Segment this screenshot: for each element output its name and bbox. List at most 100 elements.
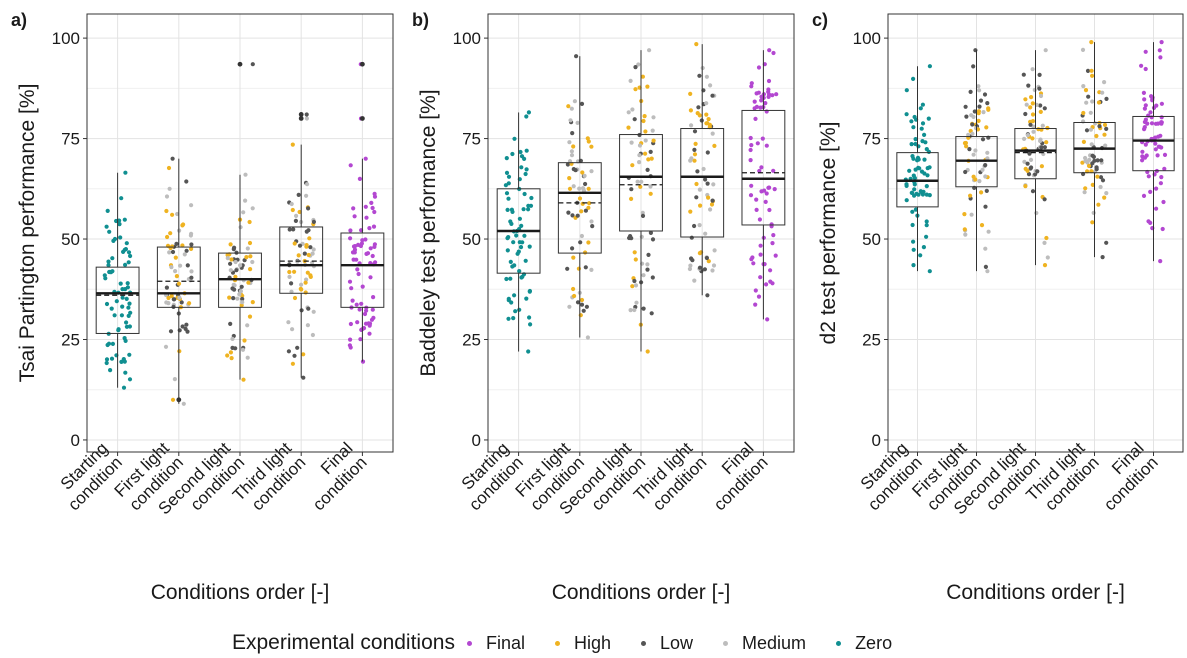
data-point — [126, 250, 132, 255]
data-point — [1026, 83, 1031, 88]
data-point — [1030, 136, 1035, 141]
data-point — [633, 65, 638, 70]
data-point — [981, 110, 986, 115]
data-point — [310, 332, 315, 338]
data-point — [240, 347, 246, 352]
outlier-point — [176, 397, 182, 403]
data-point — [911, 247, 916, 252]
data-point — [575, 213, 580, 218]
data-point — [504, 156, 509, 161]
data-point — [127, 352, 132, 357]
data-point — [964, 114, 969, 119]
data-point — [511, 293, 517, 298]
data-point — [712, 248, 717, 253]
data-point — [229, 356, 234, 361]
data-point — [913, 137, 918, 142]
data-point — [189, 231, 194, 236]
data-point — [972, 109, 977, 114]
y-tick-label: 50 — [462, 230, 481, 249]
data-point — [126, 260, 131, 265]
data-point — [107, 229, 112, 234]
data-point — [348, 163, 353, 168]
data-point — [164, 285, 169, 290]
data-point — [1045, 255, 1050, 260]
data-point — [105, 342, 110, 348]
data-point — [921, 245, 927, 250]
data-point — [1082, 190, 1087, 195]
data-point — [704, 121, 709, 126]
data-point — [237, 292, 242, 297]
data-point — [704, 255, 710, 261]
data-point — [641, 306, 646, 311]
data-point — [580, 186, 586, 191]
data-point — [711, 182, 716, 187]
data-point — [1090, 182, 1095, 187]
data-point — [748, 135, 753, 141]
data-point — [980, 137, 986, 142]
y-tick-label: 0 — [472, 431, 481, 450]
data-point — [904, 198, 909, 203]
data-point — [632, 117, 637, 122]
data-point — [504, 170, 510, 175]
box — [1014, 128, 1057, 180]
data-point — [506, 196, 511, 201]
data-point — [1021, 72, 1026, 77]
data-point — [688, 263, 693, 268]
data-point — [1042, 240, 1047, 245]
data-point — [702, 267, 708, 272]
data-point — [290, 361, 295, 366]
data-point — [753, 288, 758, 293]
data-point — [1156, 144, 1161, 149]
data-point — [767, 207, 772, 213]
data-point — [924, 234, 929, 239]
data-point — [983, 174, 988, 179]
data-point — [915, 158, 920, 163]
data-point — [925, 166, 930, 171]
data-point — [1148, 189, 1153, 194]
data-point — [648, 149, 653, 154]
data-point — [571, 255, 576, 260]
data-point — [637, 143, 643, 148]
data-point — [348, 228, 353, 233]
plot-border — [86, 13, 394, 453]
data-point — [748, 158, 753, 163]
data-point — [508, 259, 513, 264]
data-point — [976, 118, 981, 123]
data-point — [696, 105, 701, 110]
data-point — [518, 245, 524, 250]
data-point — [371, 295, 376, 300]
data-point — [126, 305, 131, 310]
data-point — [694, 195, 699, 200]
data-point — [927, 193, 932, 198]
data-point — [241, 210, 246, 215]
data-point — [366, 321, 371, 326]
y-tick-label: 100 — [453, 29, 481, 48]
box — [557, 162, 602, 254]
data-point — [1155, 121, 1161, 126]
data-point — [1142, 127, 1147, 132]
data-point — [1099, 158, 1104, 163]
outlier-point — [298, 112, 304, 117]
data-point — [524, 148, 529, 153]
data-point — [308, 274, 313, 279]
data-point — [307, 236, 312, 241]
data-point — [1081, 84, 1086, 89]
data-point — [1140, 149, 1145, 154]
data-point — [924, 219, 929, 224]
data-point — [1139, 63, 1144, 68]
data-point — [229, 257, 234, 262]
data-point — [232, 245, 237, 250]
data-point — [1140, 158, 1145, 163]
data-point — [187, 301, 192, 306]
data-point — [1097, 120, 1102, 126]
data-point — [289, 281, 294, 286]
data-point — [1038, 109, 1043, 114]
data-point — [770, 241, 775, 246]
data-point — [173, 255, 178, 260]
data-point — [589, 219, 594, 224]
data-point — [304, 244, 309, 249]
data-point — [911, 76, 916, 81]
data-point — [1090, 220, 1095, 225]
